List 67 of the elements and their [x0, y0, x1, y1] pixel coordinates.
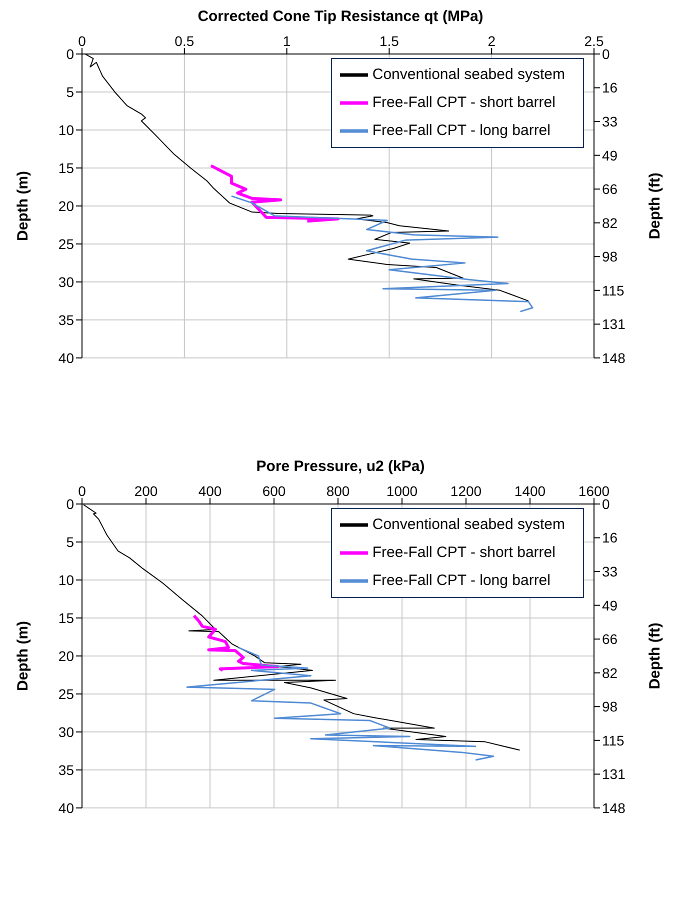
y2-tick-label: 115: [602, 282, 625, 298]
y2-tick-label: 82: [602, 214, 618, 231]
y-tick-label: 25: [58, 686, 74, 702]
x-tick-label: 400: [198, 483, 222, 499]
y2-tick-label: 49: [602, 147, 618, 164]
y-axis-title: Depth (m): [14, 170, 32, 241]
line-series: [210, 164, 340, 223]
y-tick-label: 40: [58, 800, 74, 816]
y2-axis-title: Depth (ft): [646, 622, 664, 690]
x-tick-label: 2: [488, 33, 496, 49]
y-tick-label: 10: [58, 572, 74, 588]
y-tick-label: 20: [58, 198, 74, 214]
x-tick-label: 1400: [514, 483, 546, 499]
legend-label: Free-Fall CPT - short barrel: [372, 544, 556, 562]
y2-tick-label: 131: [602, 766, 626, 782]
x-axis-title: Pore Pressure, u2 (kPa): [255, 458, 426, 475]
y-tick-label: 20: [58, 648, 74, 664]
y-tick-label: 10: [58, 122, 74, 138]
legend-label: Free-Fall CPT - long barrel: [372, 122, 550, 140]
x-tick-label: 1000: [386, 483, 418, 499]
y2-tick-label: 131: [602, 316, 626, 332]
y2-tick-label: 49: [602, 597, 618, 614]
x-tick-label: 200: [134, 483, 158, 499]
y2-tick-label: 66: [602, 181, 618, 198]
y2-tick-label: 148: [602, 350, 626, 366]
legend-label: Conventional seabed system: [372, 516, 565, 533]
y2-tick-label: 98: [602, 248, 618, 265]
line-series: [230, 195, 534, 312]
y2-axis-title: Depth (ft): [646, 172, 664, 240]
x-tick-label: 0.5: [174, 33, 194, 49]
y2-tick-label: 33: [602, 114, 618, 130]
y2-tick-label: 33: [602, 564, 618, 580]
x-tick-label: 800: [326, 483, 350, 499]
y2-tick-label: 98: [602, 698, 618, 715]
y-tick-label: 25: [58, 236, 74, 252]
y-tick-label: 35: [58, 762, 74, 778]
legend-label: Free-Fall CPT - long barrel: [372, 572, 550, 590]
y2-tick-label: 16: [602, 530, 618, 546]
line-series: [186, 646, 494, 761]
y-tick-label: 15: [58, 160, 74, 176]
x-tick-label: 1200: [450, 483, 482, 499]
y2-tick-label: 16: [602, 80, 618, 96]
x-tick-label: 2.5: [584, 33, 604, 49]
x-tick-label: 1: [282, 33, 291, 49]
y2-tick-label: 0: [602, 46, 610, 62]
y2-tick-label: 66: [602, 631, 618, 648]
y-tick-label: 5: [66, 534, 74, 550]
legend-label: Conventional seabed system: [372, 66, 565, 83]
x-tick-label: 0: [78, 483, 86, 499]
y-tick-label: 40: [58, 350, 74, 366]
y-tick-label: 30: [58, 274, 74, 290]
x-tick-label: 0: [78, 33, 86, 49]
y-tick-label: 15: [58, 610, 74, 626]
y2-tick-label: 148: [602, 800, 626, 816]
x-tick-label: 1.5: [379, 33, 400, 49]
y-tick-label: 35: [58, 312, 74, 328]
y2-tick-label: 115: [602, 732, 625, 748]
y-tick-label: 0: [66, 46, 74, 62]
y2-tick-label: 82: [602, 664, 618, 681]
x-tick-label: 600: [262, 483, 286, 499]
x-axis-title: Corrected Cone Tip Resistance qt (MPa): [196, 8, 484, 25]
line-series: [192, 614, 280, 672]
y-tick-label: 0: [66, 496, 74, 512]
legend-label: Free-Fall CPT - short barrel: [372, 94, 556, 112]
y-axis-title: Depth (m): [14, 620, 32, 691]
y-tick-label: 5: [66, 84, 74, 100]
y-tick-label: 30: [58, 724, 74, 740]
